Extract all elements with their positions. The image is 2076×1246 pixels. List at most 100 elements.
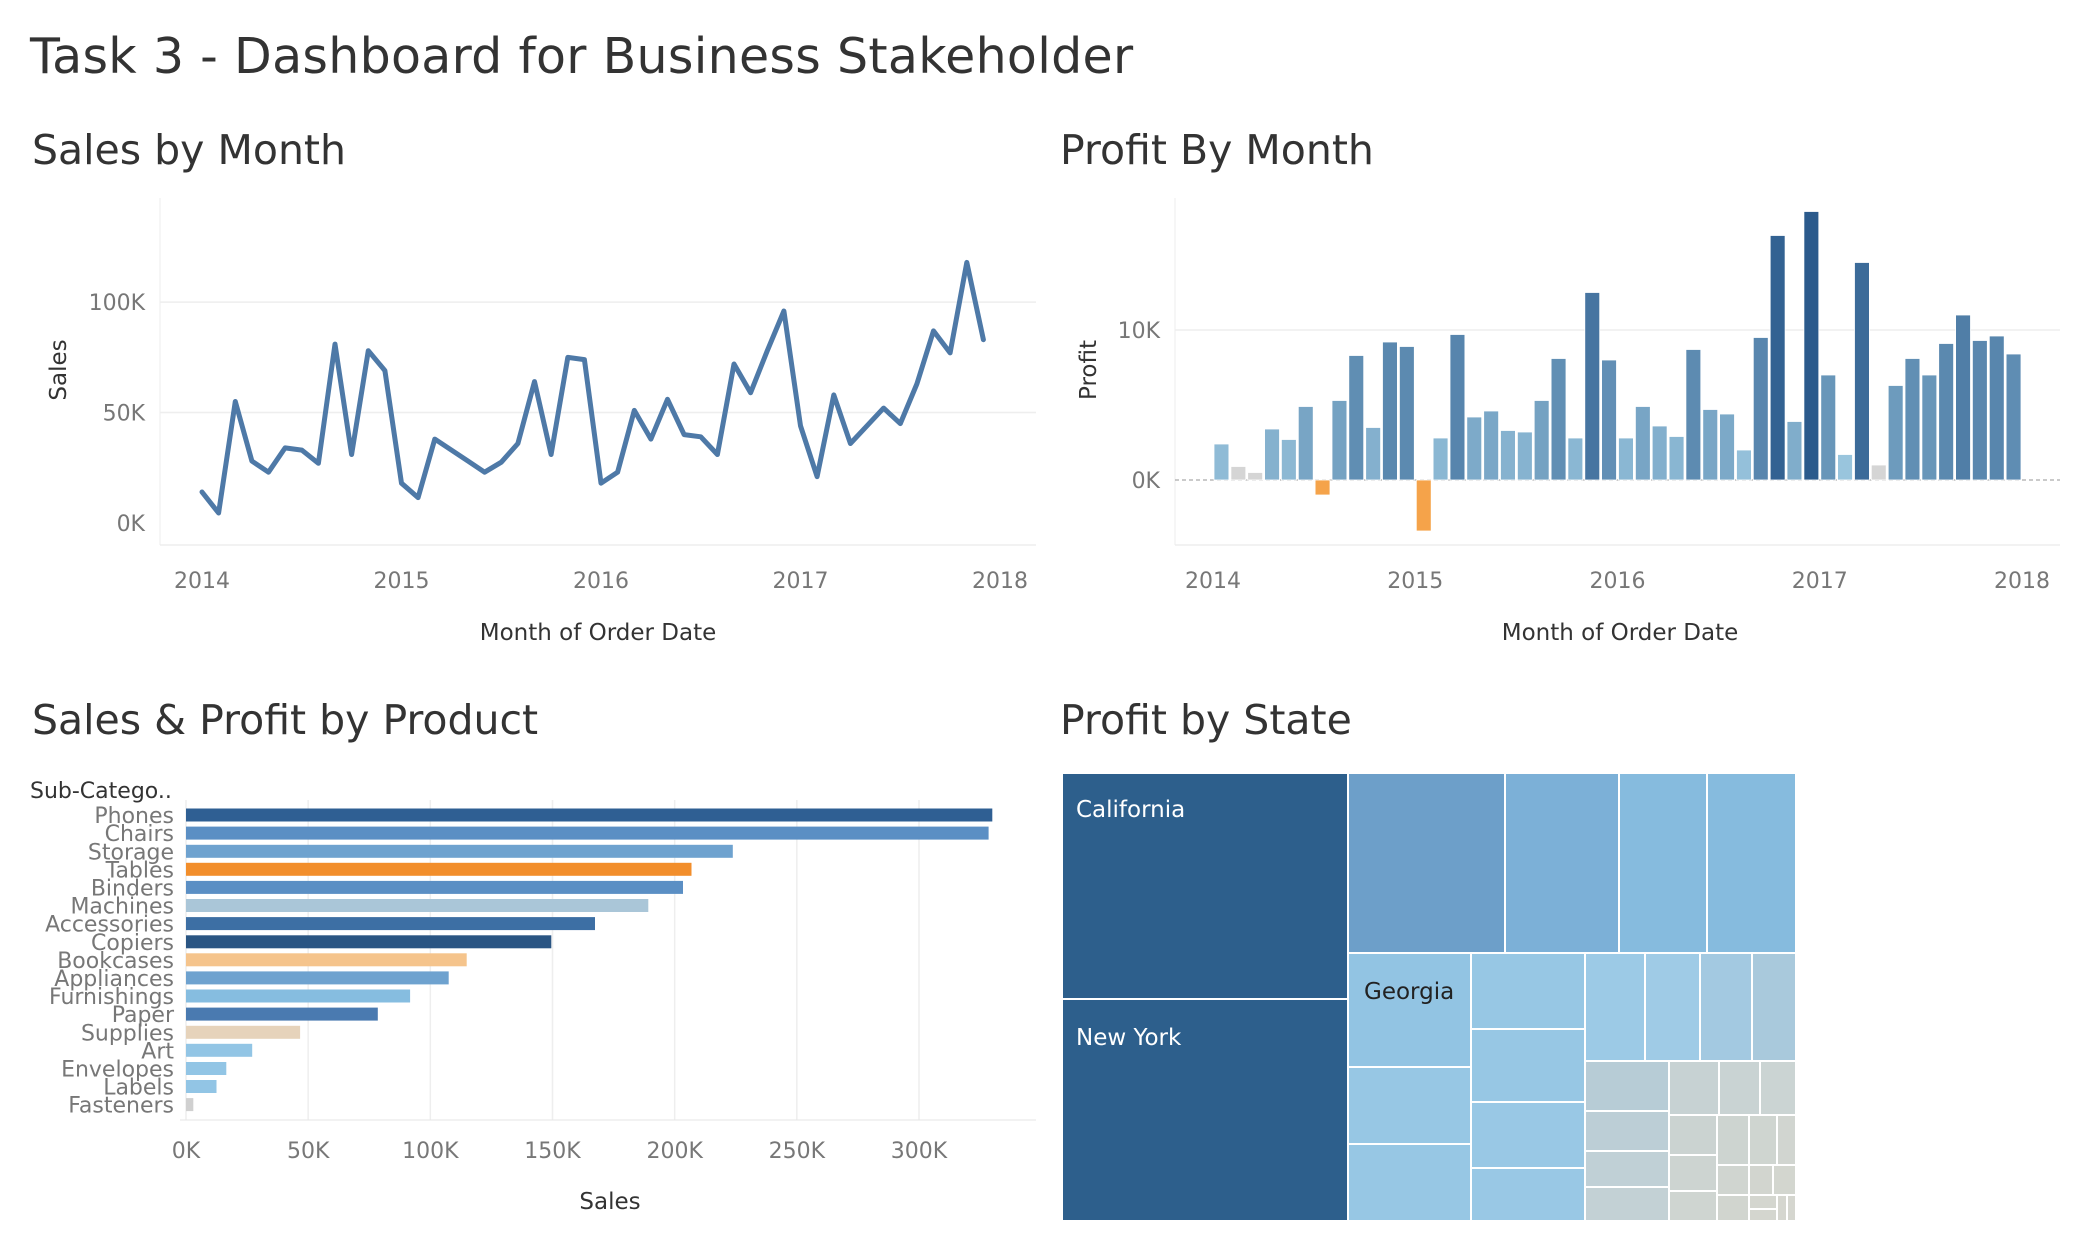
treemap-tile[interactable] xyxy=(1706,773,1796,954)
treemap-tile[interactable] xyxy=(1748,1164,1774,1196)
profit-bar[interactable] xyxy=(1584,292,1601,481)
treemap-tile[interactable] xyxy=(1347,1066,1472,1145)
sales-line[interactable] xyxy=(199,259,986,516)
product-bar[interactable] xyxy=(186,899,649,912)
profit-bar[interactable] xyxy=(2005,353,2022,481)
treemap-tile[interactable] xyxy=(1504,773,1620,954)
product-bar[interactable] xyxy=(186,1062,227,1075)
profit-bar[interactable] xyxy=(1921,374,1938,481)
product-bar[interactable] xyxy=(186,1025,301,1039)
profit-bar[interactable] xyxy=(1803,211,1820,481)
treemap-tile[interactable] xyxy=(1470,1167,1586,1221)
profit-bar[interactable] xyxy=(1837,454,1853,481)
product-bar[interactable] xyxy=(186,808,993,822)
treemap-tile[interactable] xyxy=(1748,1114,1778,1166)
profit-bar[interactable] xyxy=(1567,437,1584,481)
treemap-tile[interactable] xyxy=(1470,952,1586,1030)
treemap-tile[interactable] xyxy=(1716,1164,1750,1196)
profit-bar[interactable] xyxy=(1635,406,1651,481)
product-bar[interactable] xyxy=(186,862,692,876)
treemap-tile[interactable] xyxy=(1776,1194,1788,1221)
profit-by-state-treemap[interactable]: California New York Georgia xyxy=(1062,773,1796,1221)
profit-bar[interactable] xyxy=(1736,449,1752,481)
product-bar[interactable] xyxy=(186,953,467,967)
profit-bar[interactable] xyxy=(1365,427,1381,481)
profit-bar[interactable] xyxy=(1449,334,1466,481)
profit-bar[interactable] xyxy=(1415,479,1432,532)
product-bar[interactable] xyxy=(186,1043,253,1057)
profit-bar[interactable] xyxy=(1247,472,1263,481)
profit-bar[interactable] xyxy=(1517,431,1533,481)
product-bar[interactable] xyxy=(186,826,989,840)
treemap-tile[interactable] xyxy=(1751,952,1796,1062)
profit-bar[interactable] xyxy=(1399,346,1415,481)
treemap-tile[interactable] xyxy=(1668,1114,1718,1156)
treemap-tile[interactable] xyxy=(1470,1028,1586,1103)
profit-bar[interactable] xyxy=(1938,343,1954,481)
treemap-tile-new-york[interactable] xyxy=(1062,998,1349,1221)
profit-bar[interactable] xyxy=(1618,437,1634,481)
profit-bar[interactable] xyxy=(1955,314,1971,481)
product-bar[interactable] xyxy=(186,935,552,949)
profit-bar[interactable] xyxy=(1988,335,2005,481)
profit-bar[interactable] xyxy=(1533,400,1550,481)
profit-bar[interactable] xyxy=(1685,349,1702,481)
profit-bar[interactable] xyxy=(1904,358,1921,481)
profit-bar[interactable] xyxy=(1769,235,1786,481)
treemap-tile[interactable] xyxy=(1716,1114,1750,1166)
profit-bar[interactable] xyxy=(1668,436,1685,481)
profit-bar[interactable] xyxy=(1281,439,1297,481)
treemap-tile[interactable] xyxy=(1347,773,1506,954)
profit-bar[interactable] xyxy=(1230,466,1247,481)
profit-bar[interactable] xyxy=(1752,337,1769,481)
profit-bar[interactable] xyxy=(1550,358,1567,481)
treemap-tile[interactable] xyxy=(1470,1101,1586,1169)
treemap-tile-georgia[interactable] xyxy=(1347,952,1472,1068)
treemap-tile[interactable] xyxy=(1786,1194,1796,1221)
treemap-tile[interactable] xyxy=(1776,1114,1796,1166)
treemap-tile[interactable] xyxy=(1748,1194,1778,1210)
product-bar[interactable] xyxy=(186,844,733,858)
treemap-tile[interactable] xyxy=(1584,952,1646,1062)
profit-bar[interactable] xyxy=(1483,410,1499,481)
profit-bar[interactable] xyxy=(1702,409,1719,481)
profit-bar[interactable] xyxy=(1972,340,1988,481)
profit-bar[interactable] xyxy=(1870,464,1887,481)
profit-bar[interactable] xyxy=(1601,359,1617,481)
treemap-tile[interactable] xyxy=(1699,952,1753,1062)
profit-bar[interactable] xyxy=(1297,406,1314,481)
treemap-tile[interactable] xyxy=(1584,1110,1670,1152)
profit-bar[interactable] xyxy=(1331,400,1348,481)
treemap-tile[interactable] xyxy=(1347,1143,1472,1221)
profit-bar[interactable] xyxy=(1264,428,1280,481)
product-bar[interactable] xyxy=(186,1007,378,1021)
profit-bar[interactable] xyxy=(1651,425,1668,481)
profit-bar[interactable] xyxy=(1314,479,1331,496)
treemap-tile-california[interactable] xyxy=(1062,773,1349,1000)
profit-bar[interactable] xyxy=(1213,443,1230,481)
profit-bar[interactable] xyxy=(1432,437,1449,481)
treemap-tile[interactable] xyxy=(1584,1150,1670,1188)
product-bar[interactable] xyxy=(186,1080,217,1093)
profit-bar[interactable] xyxy=(1500,430,1516,481)
profit-bar[interactable] xyxy=(1348,355,1365,481)
treemap-tile[interactable] xyxy=(1748,1208,1778,1221)
treemap-tile[interactable] xyxy=(1668,1154,1718,1192)
treemap-tile[interactable] xyxy=(1718,1060,1761,1116)
treemap-tile[interactable] xyxy=(1716,1194,1750,1221)
product-bar[interactable] xyxy=(186,917,595,931)
profit-bar[interactable] xyxy=(1719,413,1735,481)
treemap-tile[interactable] xyxy=(1584,1186,1670,1221)
treemap-tile[interactable] xyxy=(1668,1190,1718,1221)
profit-bar[interactable] xyxy=(1382,341,1398,481)
product-bar[interactable] xyxy=(186,880,683,894)
profit-bar[interactable] xyxy=(1887,385,1904,481)
product-bar[interactable] xyxy=(186,989,411,1003)
treemap-tile[interactable] xyxy=(1644,952,1701,1062)
product-bar[interactable] xyxy=(186,1098,194,1112)
profit-bar[interactable] xyxy=(1786,421,1803,481)
profit-bar[interactable] xyxy=(1854,262,1870,481)
treemap-tile[interactable] xyxy=(1759,1060,1796,1116)
treemap-tile[interactable] xyxy=(1668,1060,1720,1116)
treemap-tile[interactable] xyxy=(1584,1060,1670,1112)
